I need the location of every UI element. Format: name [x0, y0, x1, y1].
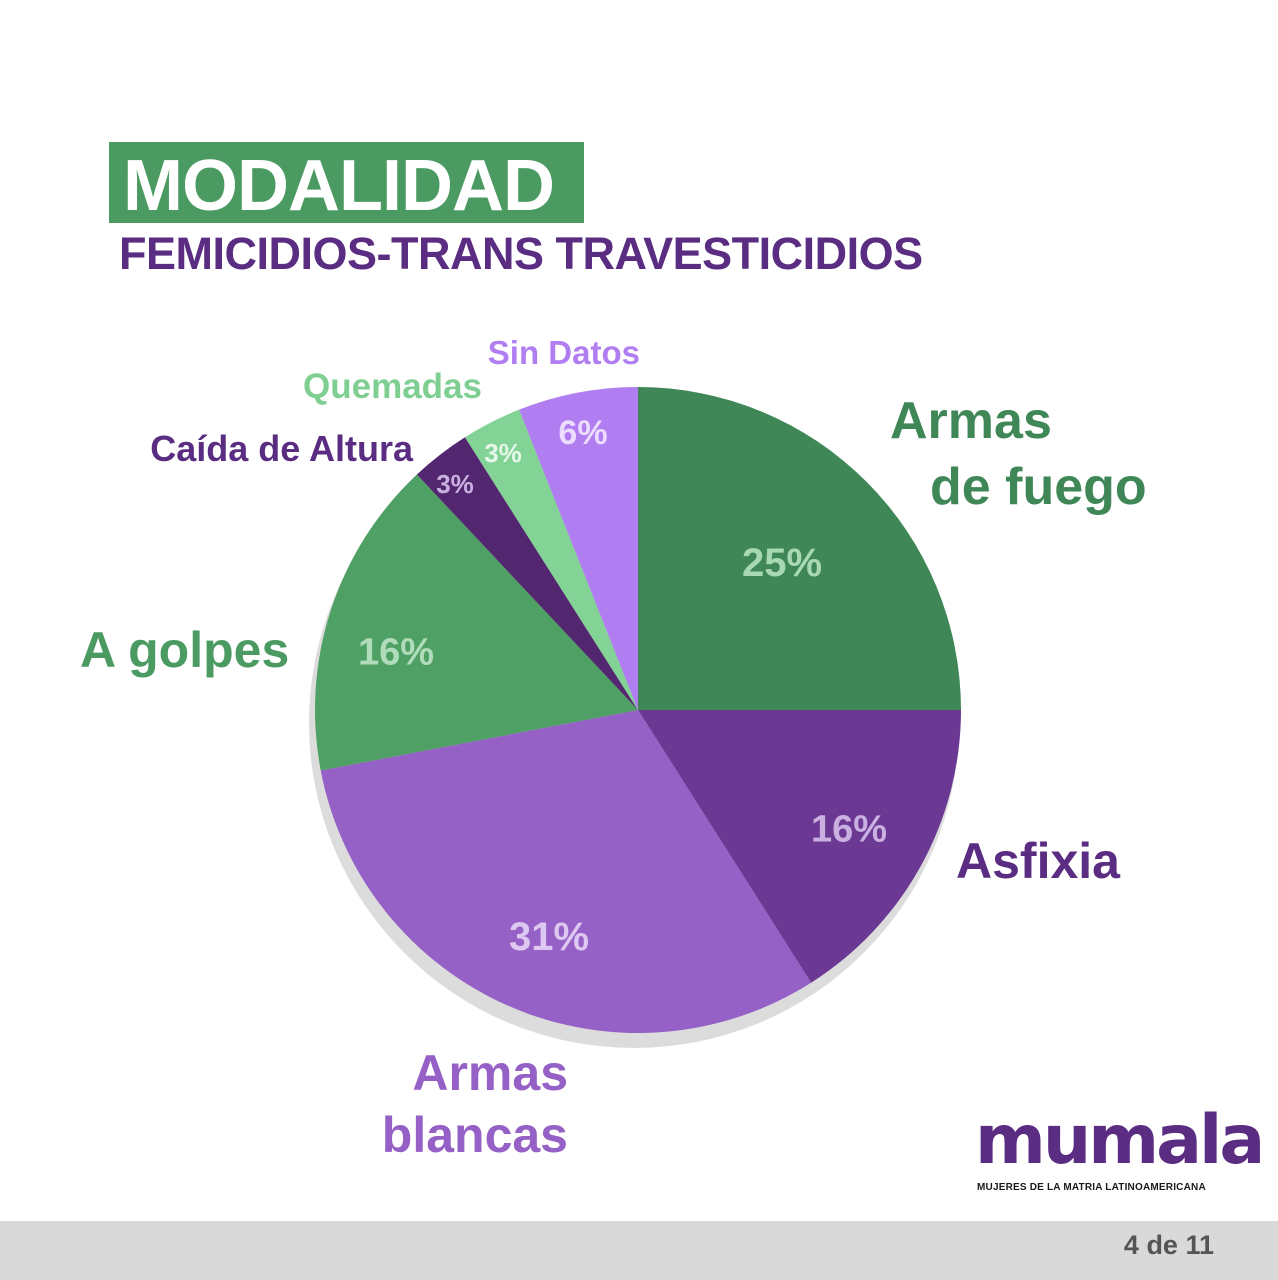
- pie-slice: [315, 474, 638, 771]
- logo-tagline: MUJERES DE LA MATRIA LATINOAMERICANA: [977, 1182, 1206, 1193]
- slice-percent-label: 31%: [509, 915, 589, 959]
- pie-slice: [638, 710, 961, 983]
- slice-name-label: Armas: [412, 1045, 568, 1101]
- pie-slice: [519, 387, 638, 710]
- slice-name-label: Asfixia: [956, 833, 1121, 889]
- slice-name-label: Caída de Altura: [150, 428, 414, 469]
- slice-percent-label: 3%: [436, 469, 474, 499]
- logo-wordmark: mumala: [975, 1101, 1265, 1180]
- slice-name-label: Armas: [890, 392, 1052, 450]
- slice-name-label: blancas: [382, 1107, 568, 1163]
- slice-name-label: Quemadas: [303, 367, 482, 406]
- page-number: 4 de 11: [1123, 1230, 1214, 1260]
- mumala-logo: mumala MUJERES DE LA MATRIA LATINOAMERIC…: [975, 1100, 1265, 1200]
- slice-percent-label: 3%: [484, 438, 522, 468]
- slice-percent-label: 25%: [742, 541, 822, 585]
- pie-slice: [320, 710, 812, 1033]
- pie-slice: [464, 409, 638, 710]
- slice-name-label: de fuego: [930, 458, 1147, 516]
- slice-name-label: A golpes: [80, 622, 289, 678]
- page-subtitle: FEMICIDIOS-TRANS TRAVESTICIDIOS: [119, 228, 923, 279]
- slice-percent-label: 6%: [558, 414, 607, 452]
- title-banner: [109, 142, 584, 223]
- footer-bar: [0, 1221, 1278, 1280]
- pie-chart: 25% Armas de fuego 16% Asfixia 31% Armas blanca…: [80, 334, 1147, 1163]
- pie-slice: [416, 437, 638, 710]
- slice-name-label: Sin Datos: [488, 334, 640, 371]
- slice-percent-label: 16%: [811, 808, 887, 850]
- slice-percent-label: 16%: [358, 631, 434, 673]
- pie-slice: [638, 387, 961, 710]
- page-title: MODALIDAD: [123, 146, 555, 226]
